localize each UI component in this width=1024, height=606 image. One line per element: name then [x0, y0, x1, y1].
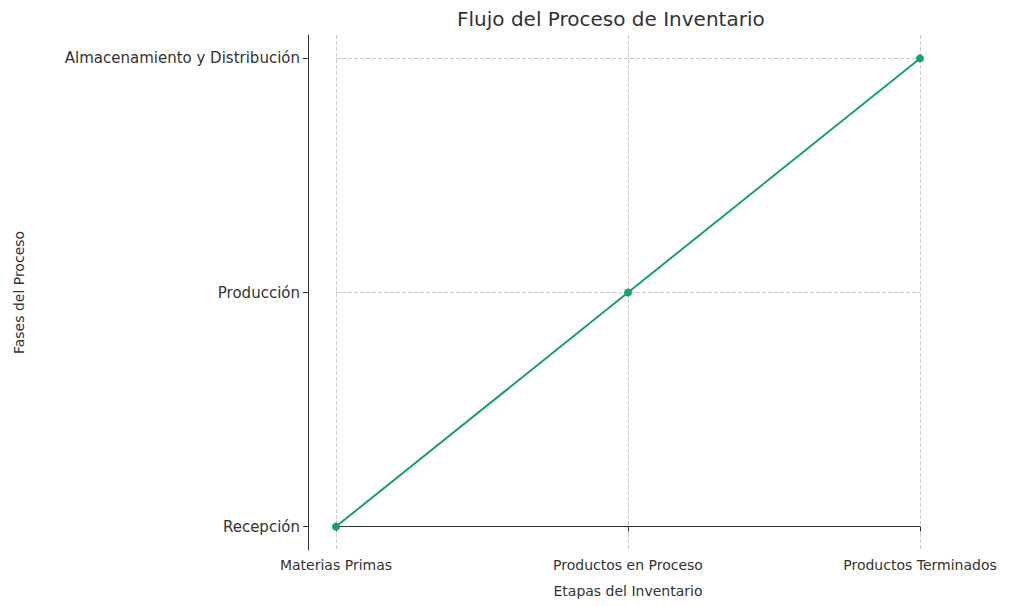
svg-text:Almacenamiento y Distribución: Almacenamiento y Distribución [65, 49, 300, 67]
svg-text:Recepción: Recepción [223, 518, 300, 536]
svg-text:Productos Terminados: Productos Terminados [843, 557, 997, 573]
svg-text:Flujo del Proceso de Inventari: Flujo del Proceso de Inventario [457, 7, 765, 31]
svg-text:Fases del Proceso: Fases del Proceso [11, 231, 27, 354]
svg-text:Producción: Producción [218, 284, 300, 302]
svg-text:Productos en Proceso: Productos en Proceso [553, 557, 703, 573]
svg-text:Etapas del Inventario: Etapas del Inventario [553, 583, 702, 599]
svg-text:Materias Primas: Materias Primas [280, 557, 392, 573]
